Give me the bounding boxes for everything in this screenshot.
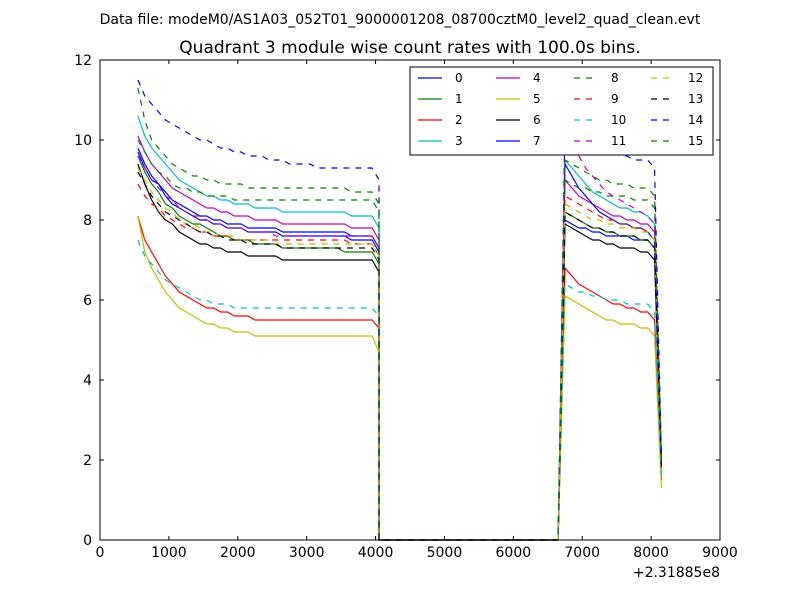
legend-item-9: 9: [574, 92, 619, 106]
legend-label-13: 13: [688, 92, 703, 106]
y-tick-label: 4: [83, 373, 92, 389]
series-layer: [137, 79, 663, 541]
legend-item-0: 0: [418, 71, 463, 85]
legend-item-10: 10: [574, 113, 626, 127]
x-tick-label: 7000: [564, 545, 600, 561]
plot-area: 0 1000 2000 3000 4000 5000 6000 7000 8000 9000 0 2 4…: [74, 53, 738, 561]
y-tick-label: 10: [74, 133, 92, 149]
legend-item-2: 2: [418, 113, 463, 127]
x-tick-label: 3000: [289, 545, 325, 561]
legend-label-12: 12: [688, 71, 703, 85]
legend-item-15: 15: [651, 134, 703, 148]
series-line-14: [137, 79, 663, 541]
legend-label-11: 11: [611, 134, 626, 148]
x-tick-label: 0: [96, 545, 105, 561]
legend-item-5: 5: [496, 92, 541, 106]
legend-label-0: 0: [455, 71, 463, 85]
figure-suptitle: Data file: modeM0/AS1A03_052T01_90000012…: [100, 12, 701, 28]
y-tick-label: 8: [83, 213, 92, 229]
x-tick-label: 1000: [151, 545, 187, 561]
x-tick-label: 2000: [220, 545, 256, 561]
chart-title: Quadrant 3 module wise count rates with …: [179, 38, 640, 58]
legend-label-9: 9: [611, 92, 619, 106]
x-tick-label: 6000: [496, 545, 532, 561]
series-line-11: [137, 131, 663, 541]
series-line-7: [137, 147, 663, 541]
y-tick-label: 2: [83, 453, 92, 469]
x-axis-offset-label: +2.31885e8: [633, 565, 720, 581]
series-line-12: [137, 167, 663, 541]
series-line-0: [137, 151, 663, 541]
legend-item-13: 13: [651, 92, 703, 106]
y-tick-label: 12: [74, 53, 92, 69]
legend-item-12: 12: [651, 71, 703, 85]
legend-label-6: 6: [533, 113, 541, 127]
legend-frame: [409, 66, 714, 156]
y-tick-label: 0: [83, 533, 92, 549]
ticks-layer: 0 1000 2000 3000 4000 5000 6000 7000 8000 9000 0 2 4…: [74, 53, 738, 561]
legend-label-3: 3: [455, 134, 463, 148]
legend-label-2: 2: [455, 113, 463, 127]
legend-label-15: 15: [688, 134, 703, 148]
plot-frame: [99, 59, 721, 541]
legend-item-4: 4: [496, 71, 541, 85]
series-line-6: [137, 163, 663, 541]
legend-item-8: 8: [574, 71, 619, 85]
legend-item-3: 3: [418, 134, 463, 148]
x-tick-label: 9000: [702, 545, 738, 561]
legend-label-10: 10: [611, 113, 626, 127]
x-tick-label: 8000: [633, 545, 669, 561]
series-line-5: [137, 215, 663, 541]
series-line-3: [137, 115, 663, 541]
legend-item-11: 11: [574, 134, 626, 148]
legend-item-1: 1: [418, 92, 463, 106]
legend-label-7: 7: [533, 134, 541, 148]
x-tick-label: 5000: [427, 545, 463, 561]
legend-label-8: 8: [611, 71, 619, 85]
y-tick-label: 6: [83, 293, 92, 309]
series-line-9: [137, 183, 663, 541]
legend-label-4: 4: [533, 71, 541, 85]
x-tick-label: 4000: [358, 545, 394, 561]
series-line-4: [137, 135, 663, 541]
legend-label-14: 14: [688, 113, 703, 127]
legend-label-5: 5: [533, 92, 541, 106]
legend-item-14: 14: [651, 113, 703, 127]
legend-label-1: 1: [455, 92, 463, 106]
legend-item-7: 7: [496, 134, 541, 148]
series-line-13: [137, 171, 663, 541]
legend-item-6: 6: [496, 113, 541, 127]
series-line-8: [137, 139, 663, 541]
series-line-10: [137, 239, 663, 541]
